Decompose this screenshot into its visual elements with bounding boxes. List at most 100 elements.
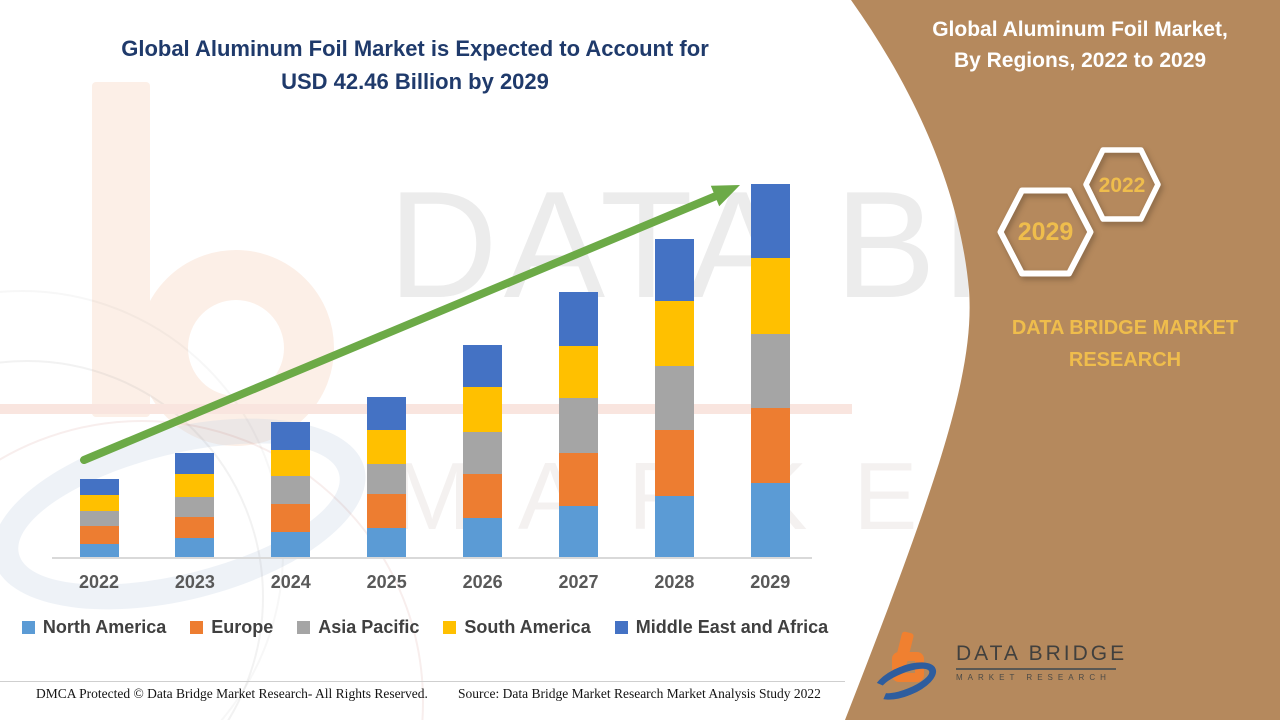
bar-segment-europe-2027 [559,453,598,507]
x-axis-line [52,557,812,559]
chart-legend: North America Europe Asia Pacific South Ame… [0,617,850,638]
bar-segment-middle-east-and-africa-2023 [175,453,215,474]
chart-title-line2: USD 42.46 Billion by 2029 [281,69,549,94]
bar-segment-europe-2023 [175,516,215,538]
legend-swatch-south-america [443,621,457,634]
bar-segment-europe-2024 [271,504,311,532]
legend-label-europe: Europe [211,617,274,637]
legend-label-south-america: South America [464,617,591,637]
legend-label-north-america: North America [42,617,167,637]
bar-segment-north-america-2023 [175,537,215,558]
x-axis-label-2027: 2027 [558,572,599,592]
bar-segment-asia-pacific-2023 [175,496,215,517]
x-axis-label-2026: 2026 [462,572,503,592]
hexagon-2022-label: 2022 [1098,174,1146,197]
bar-segment-asia-pacific-2028 [654,366,694,431]
trend-arrow [80,185,740,464]
footer-source-text: Source: Data Bridge Market Research Mark… [458,686,821,701]
bar-segment-south-america-2022 [79,494,119,512]
bar-segment-north-america-2026 [463,518,503,558]
logo-text-block: DATA BRIDGE MARKET RESEARCH [956,642,1146,682]
logo-underline [956,668,1116,670]
chart-title: Global Aluminum Foil Market is Expected … [0,32,830,98]
x-axis-label-2029: 2029 [750,572,791,592]
bar-segment-north-america-2024 [271,531,311,558]
bar-2024 [271,422,311,558]
bar-segment-north-america-2029 [750,483,790,558]
legend-swatch-europe [190,621,204,634]
bar-segment-south-america-2023 [175,473,215,497]
legend-swatch-north-america [21,621,35,634]
logo-name: DATA BRIDGE [956,642,1128,665]
bar-segment-north-america-2028 [654,496,694,558]
bar-segment-middle-east-and-africa-2025 [367,397,407,430]
legend-item-middle-east-and-africa: Middle East and Africa [614,617,829,638]
footer-divider [0,681,845,682]
watermark-streak [0,404,852,414]
bar-segment-south-america-2027 [559,346,598,398]
logo-tagline: MARKET RESEARCH [956,673,1111,682]
bar-segment-north-america-2025 [367,528,407,558]
bar-2029 [750,184,790,558]
bar-2027 [559,292,598,558]
legend-label-middle-east-and-africa: Middle East and Africa [635,617,829,637]
footer-dmca-text: DMCA Protected © Data Bridge Market Rese… [36,686,428,701]
bar-2025 [367,397,407,558]
legend-item-north-america: North America [21,617,167,638]
bar-2026 [463,345,503,558]
x-axis-label-2023: 2023 [174,572,215,592]
bar-segment-europe-2026 [463,473,503,519]
bar-segment-asia-pacific-2026 [463,432,503,474]
bar-2023 [175,453,215,558]
x-axis-label-2025: 2025 [366,572,407,592]
company-logo: DATA BRIDGE MARKET RESEARCH [868,628,1152,712]
bar-segment-europe-2029 [750,407,790,484]
legend-item-europe: Europe [190,617,273,638]
bar-segment-europe-2025 [367,493,407,529]
bar-2028 [654,238,694,558]
bar-segment-middle-east-and-africa-2027 [559,292,598,347]
side-panel-title-line2: By Regions, 2022 to 2029 [953,49,1207,72]
bar-2022 [79,478,119,558]
x-axis-label-2028: 2028 [654,572,695,592]
bar-segment-middle-east-and-africa-2028 [654,238,694,302]
bar-chart-plot-area [79,184,790,558]
bar-segment-middle-east-and-africa-2022 [79,478,119,495]
legend-swatch-middle-east-and-africa [614,621,628,634]
chart-title-line1: Global Aluminum Foil Market is Expected … [121,36,709,61]
legend-item-south-america: South America [443,617,591,638]
bar-segment-south-america-2028 [654,301,694,367]
bar-segment-south-america-2024 [271,449,311,477]
brand-wordmark-line1: DATA BRIDGE MARKET [1011,317,1239,339]
bar-segment-north-america-2022 [79,543,119,558]
hexagon-2029 [997,187,1094,277]
legend-item-asia-pacific: Asia Pacific [297,617,419,638]
bar-segment-asia-pacific-2024 [271,476,311,505]
bar-segment-asia-pacific-2029 [750,333,790,408]
side-panel-title: Global Aluminum Foil Market, By Regions,… [880,14,1280,76]
hexagon-2029-label: 2029 [1017,218,1074,246]
hexagon-2022 [1083,147,1161,222]
bar-segment-europe-2022 [79,526,119,544]
bar-segment-middle-east-and-africa-2024 [271,422,311,450]
bar-segment-asia-pacific-2025 [367,463,407,494]
legend-label-asia-pacific: Asia Pacific [318,617,420,637]
bar-segment-asia-pacific-2022 [79,511,119,527]
brand-wordmark: DATA BRIDGE MARKET RESEARCH [955,312,1280,376]
x-axis-label-2024: 2024 [270,572,311,592]
bar-segment-north-america-2027 [559,506,598,558]
x-axis-label-2022: 2022 [78,572,120,592]
logo-b-bowl-icon [892,652,924,682]
brand-wordmark-line2: RESEARCH [1068,349,1182,371]
bar-segment-middle-east-and-africa-2026 [463,345,503,388]
bar-segment-south-america-2025 [367,429,407,464]
bar-segment-europe-2028 [654,430,694,497]
bar-segment-middle-east-and-africa-2029 [750,184,790,258]
bar-segment-asia-pacific-2027 [559,397,598,454]
side-panel-title-line1: Global Aluminum Foil Market, [932,18,1228,41]
bar-segment-south-america-2029 [750,257,790,334]
legend-swatch-asia-pacific [297,621,311,634]
x-axis-labels: 2022 2023 2024 2025 2026 2027 2028 2029 [0,572,845,596]
